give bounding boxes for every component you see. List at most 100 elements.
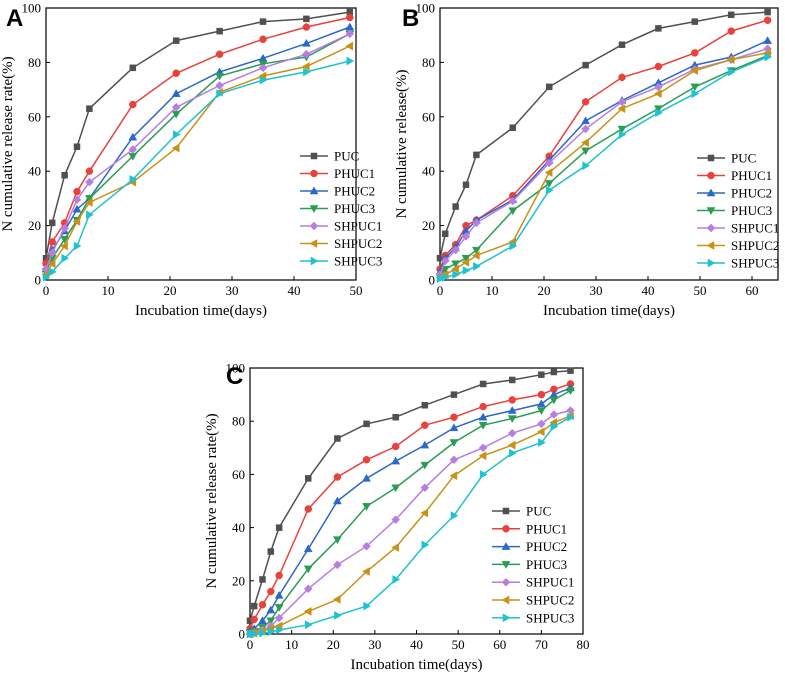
data-point (259, 628, 267, 638)
plot-frame (439, 7, 779, 281)
legend-marker (309, 221, 319, 231)
data-point (346, 56, 355, 66)
data-point (85, 167, 94, 175)
y-axis-label: N cumulative release rate(%) (204, 413, 220, 588)
data-point (581, 138, 589, 148)
data-point (266, 617, 276, 626)
x-tick-label: 50 (350, 283, 363, 298)
data-point (538, 371, 545, 378)
data-point (452, 203, 459, 210)
data-point (545, 83, 553, 91)
data-point (216, 89, 225, 99)
data-point (618, 73, 626, 82)
legend-label: SHPUC3 (731, 256, 779, 271)
panel-letter: A (6, 5, 23, 32)
y-tick-label: 20 (422, 218, 435, 233)
y-tick-label: 80 (232, 414, 245, 429)
data-point (581, 124, 590, 134)
legend-marker (310, 256, 319, 266)
data-point (441, 230, 449, 238)
data-point (266, 605, 276, 614)
x-tick-label: 20 (327, 637, 340, 652)
y-tick-label: 20 (28, 218, 41, 233)
series-SHPUC3 (436, 52, 773, 284)
legend-label: SHPUC2 (526, 593, 574, 608)
series-PHUC1 (246, 380, 575, 633)
data-point (582, 61, 589, 69)
data-point (305, 620, 313, 630)
data-point (544, 168, 553, 177)
data-point (420, 461, 430, 470)
legend-label: PHUC1 (526, 521, 567, 536)
legend-marker (707, 154, 715, 162)
data-point (691, 89, 700, 99)
legend-marker (501, 542, 511, 550)
data-point (420, 508, 429, 518)
x-tick-label: 0 (437, 283, 444, 298)
data-point (478, 443, 488, 453)
data-point (449, 423, 459, 432)
data-point (302, 49, 311, 59)
legend-label: PHUC3 (731, 203, 772, 218)
series-line (249, 387, 571, 632)
data-point (545, 185, 554, 195)
data-point (332, 536, 342, 545)
data-point (617, 97, 627, 107)
series-line (45, 11, 350, 259)
data-point (128, 145, 138, 154)
data-point (73, 187, 81, 196)
data-point (258, 600, 267, 609)
series-line (439, 11, 768, 259)
data-point (440, 256, 450, 266)
series-line (250, 416, 571, 635)
data-point (345, 22, 355, 31)
data-point (303, 606, 312, 616)
data-point (691, 49, 699, 57)
data-point (48, 267, 57, 277)
data-point (171, 102, 181, 112)
data-point (84, 198, 93, 207)
data-point (333, 560, 342, 570)
data-point (479, 380, 487, 388)
x-tick-label: 70 (535, 637, 548, 652)
legend-label: SHPUC3 (334, 254, 382, 269)
data-point (171, 143, 180, 153)
data-point (274, 613, 284, 623)
series-SHPUC3 (246, 412, 576, 639)
y-tick-label: 60 (422, 109, 435, 124)
legend: PUC PHUC1 PHUC2 PHUC3 SHPUC1 SHPUC2 SHPUC3 (697, 151, 779, 271)
data-point (508, 396, 516, 404)
data-point (172, 130, 181, 139)
data-point (274, 604, 284, 612)
series-line (439, 48, 768, 275)
data-point (451, 260, 461, 269)
data-point (449, 471, 458, 481)
x-tick-label: 10 (285, 637, 298, 652)
legend-marker (707, 258, 716, 268)
data-point (362, 473, 371, 482)
data-point (581, 98, 590, 106)
x-tick-label: 40 (642, 283, 655, 298)
data-point (48, 238, 56, 246)
x-tick-label: 30 (590, 283, 603, 298)
data-point (171, 89, 181, 97)
series-line (45, 45, 351, 275)
data-point (450, 413, 458, 421)
x-tick-label: 0 (43, 283, 50, 298)
legend-marker (502, 613, 511, 623)
x-tick-label: 30 (226, 283, 239, 298)
data-point (215, 72, 225, 81)
data-point (508, 448, 517, 458)
x-tick-label: 30 (368, 637, 381, 652)
data-point (567, 412, 576, 422)
data-point (537, 419, 546, 429)
legend-marker (310, 152, 318, 160)
data-point (479, 402, 487, 411)
y-tick-label: 40 (28, 164, 41, 179)
data-point (267, 548, 275, 555)
legend-label: PUC (334, 149, 359, 164)
data-point (345, 41, 354, 51)
data-point (420, 483, 430, 493)
data-point (303, 544, 313, 553)
data-point (617, 125, 627, 134)
